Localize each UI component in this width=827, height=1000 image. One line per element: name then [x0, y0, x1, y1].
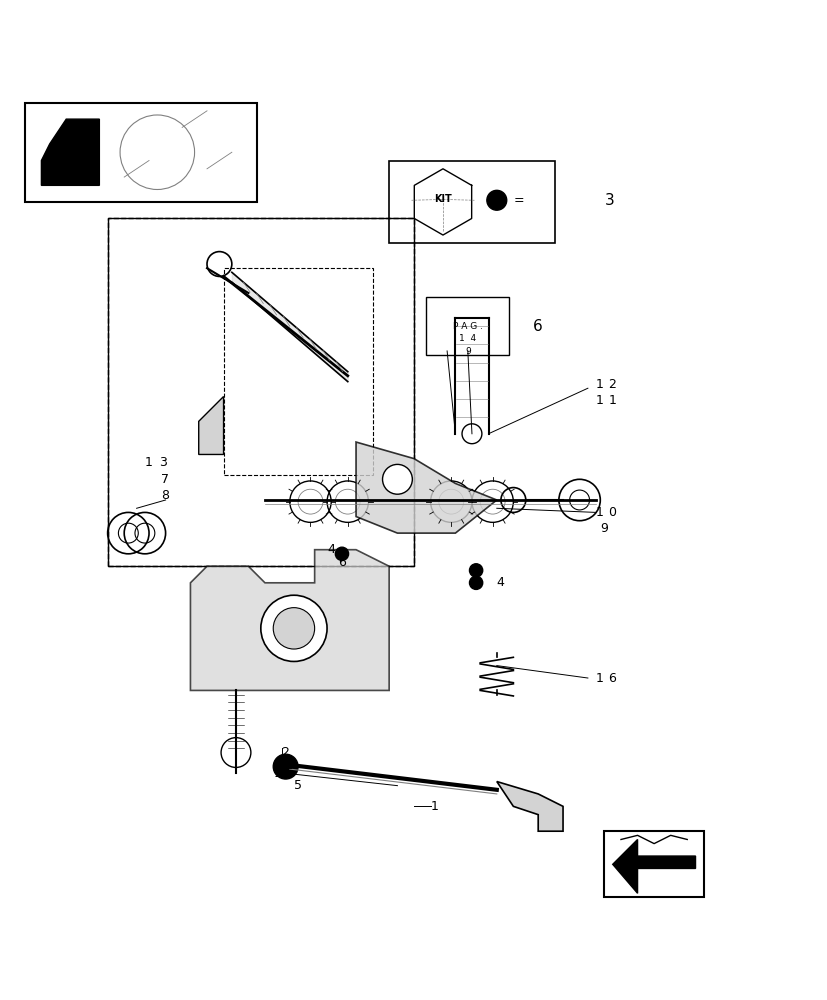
Text: 4: 4 — [496, 576, 504, 589]
Text: 1: 1 — [595, 506, 604, 519]
Text: 5: 5 — [285, 767, 294, 780]
Polygon shape — [612, 839, 695, 893]
Text: 1: 1 — [595, 672, 604, 685]
Circle shape — [467, 314, 476, 322]
FancyBboxPatch shape — [426, 297, 509, 355]
Text: 1: 1 — [595, 394, 604, 407]
Text: 6: 6 — [608, 672, 616, 685]
Circle shape — [273, 754, 298, 779]
Text: 9: 9 — [465, 347, 470, 356]
Text: 6: 6 — [337, 556, 346, 569]
Text: 2: 2 — [608, 378, 616, 391]
Circle shape — [221, 738, 251, 767]
Bar — [108, 218, 414, 566]
Text: 8: 8 — [161, 489, 170, 502]
Text: 3: 3 — [159, 456, 167, 469]
Text: 1: 1 — [595, 378, 604, 391]
Bar — [25, 103, 256, 202]
Text: 1: 1 — [145, 456, 153, 469]
Text: 6: 6 — [533, 319, 543, 334]
Bar — [223, 268, 372, 475]
Text: 7: 7 — [161, 473, 170, 486]
Circle shape — [486, 190, 506, 210]
Circle shape — [261, 595, 327, 661]
Polygon shape — [198, 396, 223, 454]
Circle shape — [469, 564, 482, 577]
Polygon shape — [496, 782, 562, 831]
Text: 1: 1 — [430, 800, 438, 813]
Text: 1: 1 — [273, 767, 281, 780]
Text: 9: 9 — [600, 522, 608, 535]
Text: 2: 2 — [281, 746, 289, 759]
Text: =: = — [513, 194, 523, 207]
Text: 4: 4 — [327, 543, 335, 556]
Circle shape — [469, 576, 482, 589]
Text: 1  4: 1 4 — [459, 334, 476, 343]
Circle shape — [273, 608, 314, 649]
Polygon shape — [41, 119, 99, 185]
Bar — [604, 831, 703, 897]
Text: 5: 5 — [294, 779, 302, 792]
Polygon shape — [356, 442, 496, 533]
Text: P A G .: P A G . — [452, 322, 482, 331]
Text: 0: 0 — [608, 506, 616, 519]
Text: KIT: KIT — [433, 194, 452, 204]
Polygon shape — [190, 550, 389, 690]
Bar — [108, 218, 414, 566]
Circle shape — [335, 547, 348, 560]
Text: 3: 3 — [604, 193, 614, 208]
Circle shape — [382, 464, 412, 494]
Text: 1: 1 — [608, 394, 616, 407]
Bar — [389, 161, 554, 243]
